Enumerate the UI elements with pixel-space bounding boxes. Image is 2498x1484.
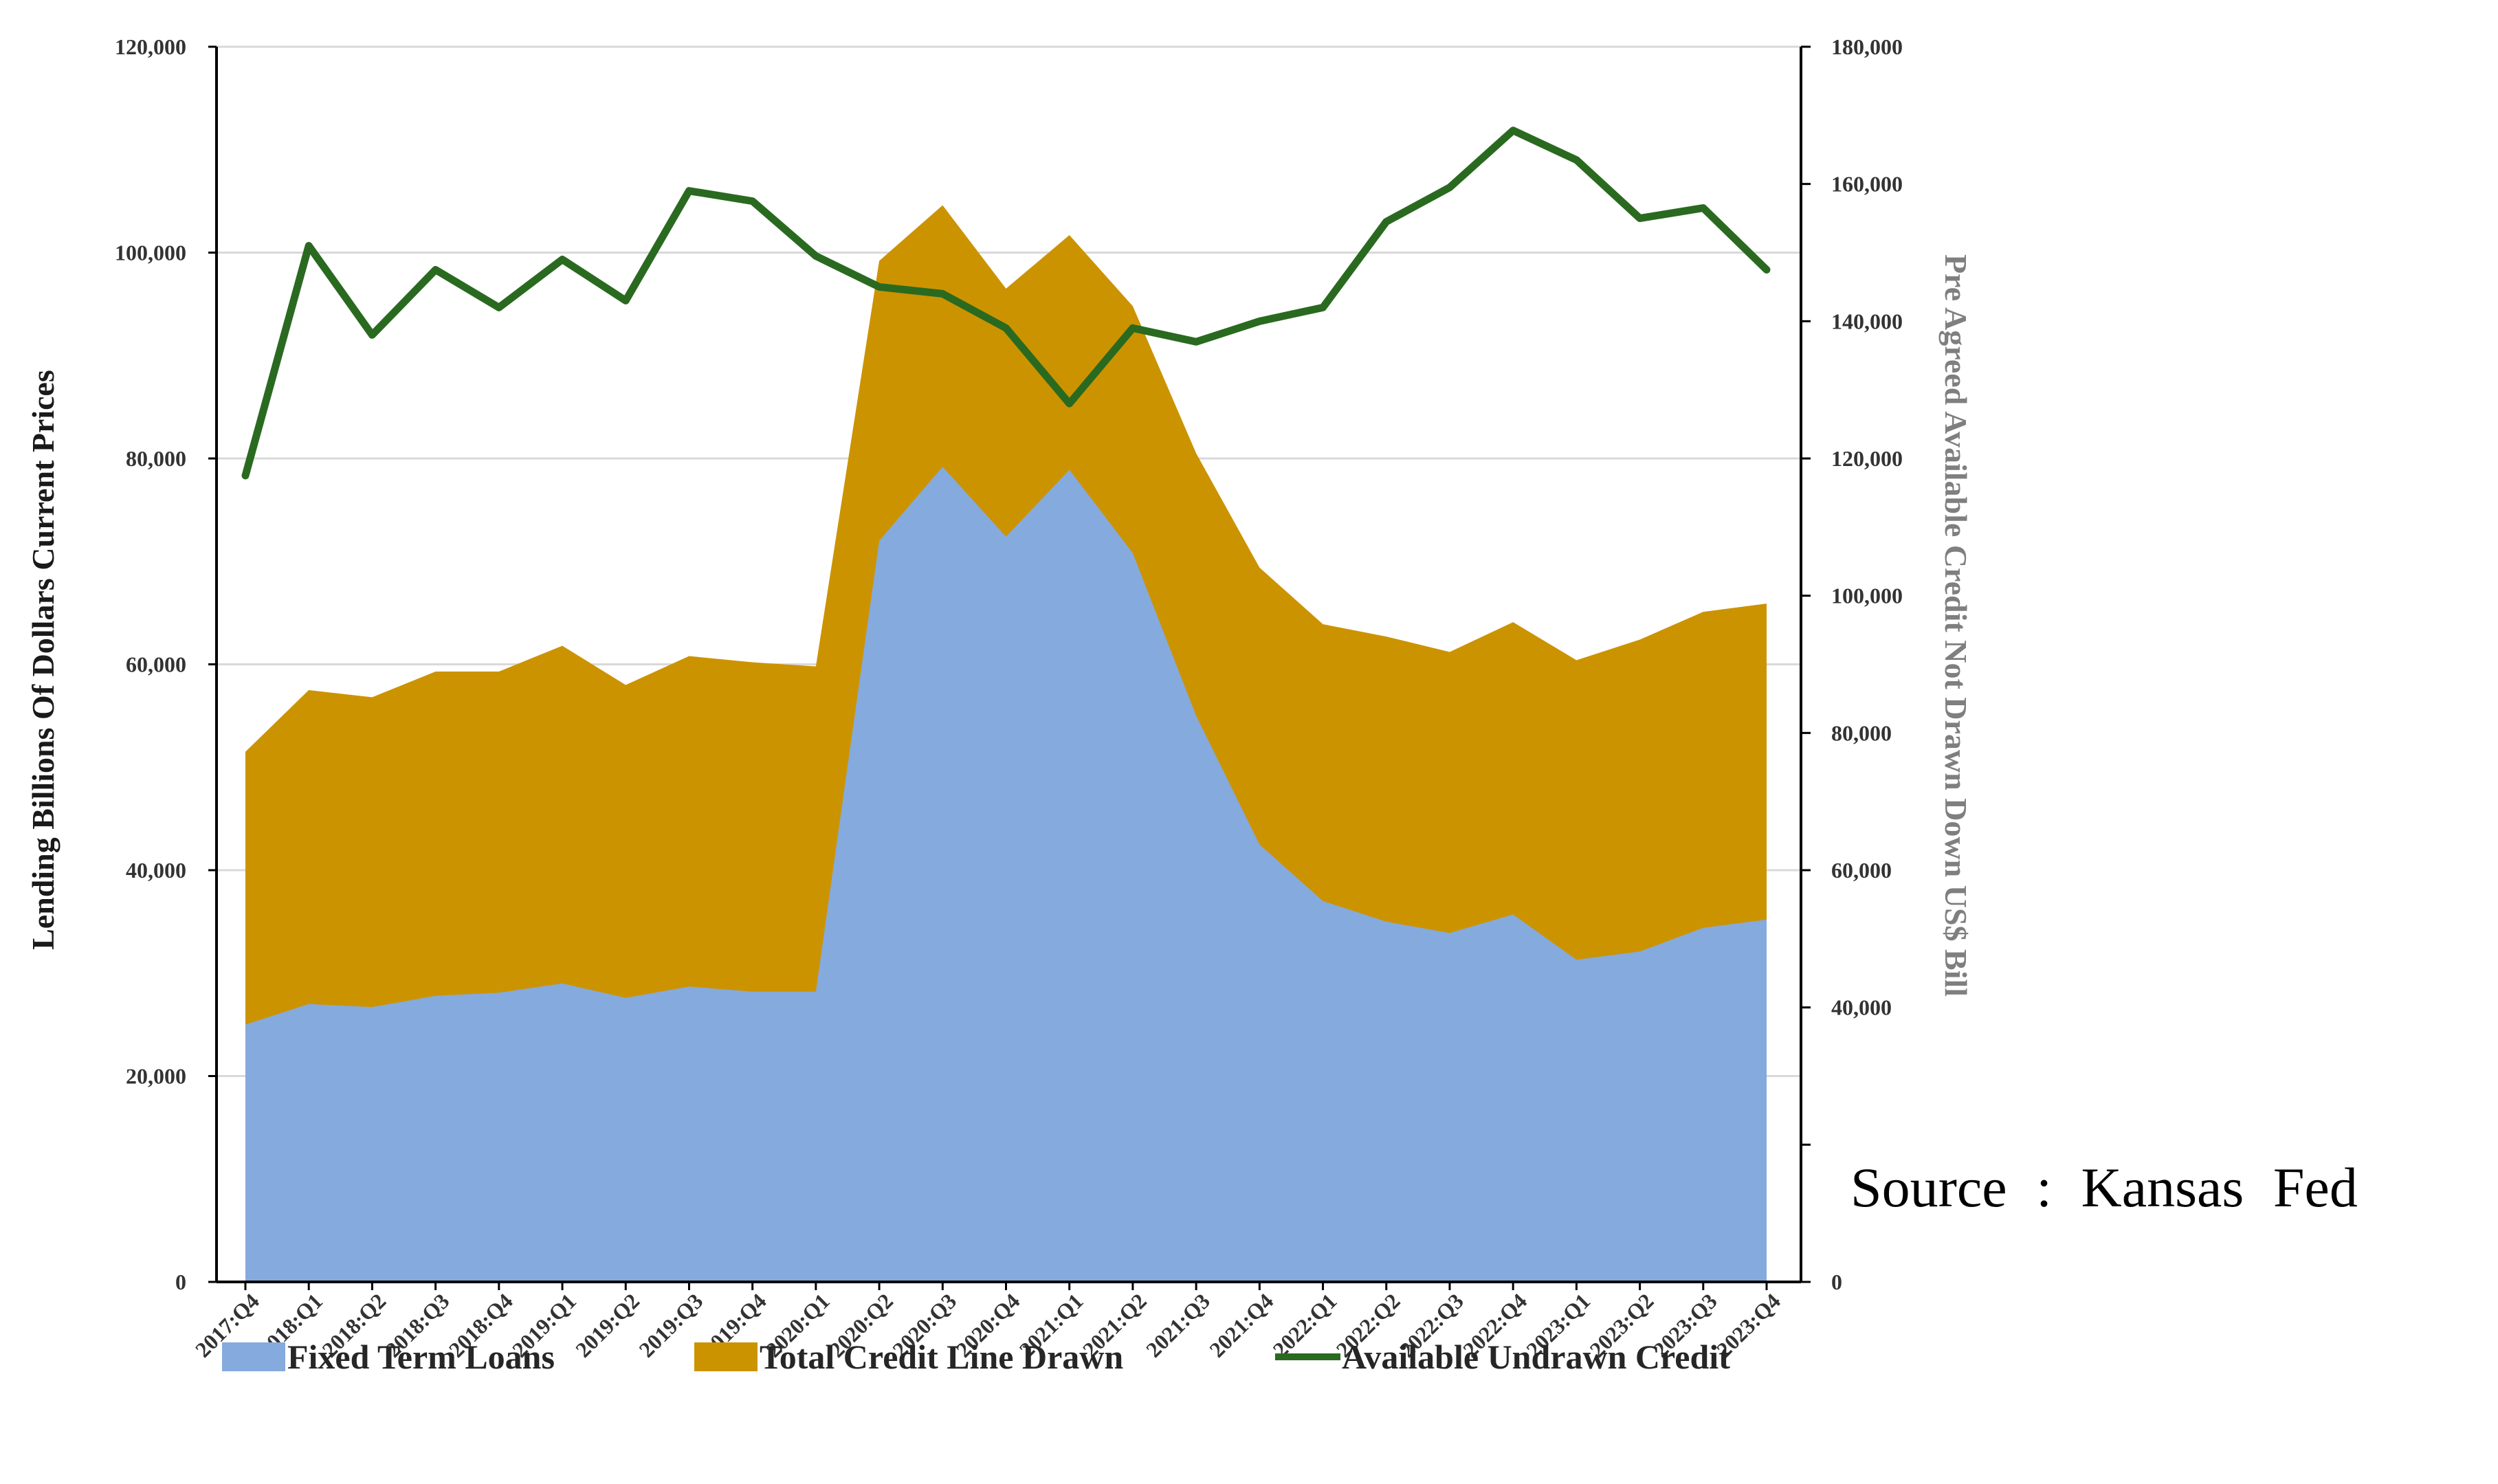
right-tick-label: 140,000 [1831, 309, 1903, 333]
left-tick-label: 20,000 [126, 1064, 186, 1089]
left-tick-label: 0 [175, 1270, 186, 1294]
right-tick-label: 60,000 [1831, 858, 1892, 883]
right-tick-label: 0 [1831, 1270, 1842, 1294]
legend-label-total-credit-line-drawn: Total Credit Line Drawn [760, 1338, 1123, 1376]
axes [208, 45, 1811, 1290]
left-tick-label: 100,000 [115, 241, 186, 265]
legend-swatch-total-credit-line-drawn [694, 1342, 758, 1371]
legend-label-available-undrawn-credit: Available Undrawn Credit [1342, 1338, 1730, 1376]
area-series [245, 205, 1767, 1282]
right-tick-label: 160,000 [1831, 172, 1903, 197]
source-note: Source : Kansas Fed [1850, 1156, 2358, 1219]
right-tick-label: 180,000 [1831, 34, 1903, 59]
legend-swatch-fixed-term-loans [222, 1342, 285, 1371]
right-tick-label: 100,000 [1831, 584, 1903, 608]
left-tick-label: 80,000 [126, 446, 186, 471]
x-tick-label: 2019:Q2 [571, 1288, 644, 1362]
right-y-axis-label: Pre Agreed Available Credit Not Drawn Do… [1938, 254, 1974, 997]
area-fixed-term-loans [245, 466, 1767, 1282]
left-tick-label: 120,000 [115, 34, 186, 59]
right-tick-label: 40,000 [1831, 995, 1892, 1020]
right-tick-label: 80,000 [1831, 720, 1892, 745]
x-tick-label: 2022:Q1 [1268, 1288, 1341, 1362]
x-tick-label: 2021:Q4 [1204, 1288, 1278, 1362]
legend: Fixed Term Loans Total Credit Line Drawn… [222, 1338, 1730, 1376]
legend-label-fixed-term-loans: Fixed Term Loans [287, 1338, 555, 1376]
line-series [241, 126, 1771, 480]
left-y-axis-label: Lending Billions Of Dollars Current Pric… [25, 370, 60, 950]
right-y-tick-labels: 0 40,000 60,000 80,000 100,000 120,000 140,000… [1831, 34, 1903, 1294]
left-tick-label: 40,000 [126, 858, 186, 883]
left-tick-label: 60,000 [126, 652, 186, 677]
left-y-tick-labels: 0 20,000 40,000 60,000 80,000 100,000 120,000 [115, 34, 186, 1294]
right-tick-label: 120,000 [1831, 446, 1903, 471]
x-tick-label: 2021:Q3 [1141, 1288, 1215, 1362]
